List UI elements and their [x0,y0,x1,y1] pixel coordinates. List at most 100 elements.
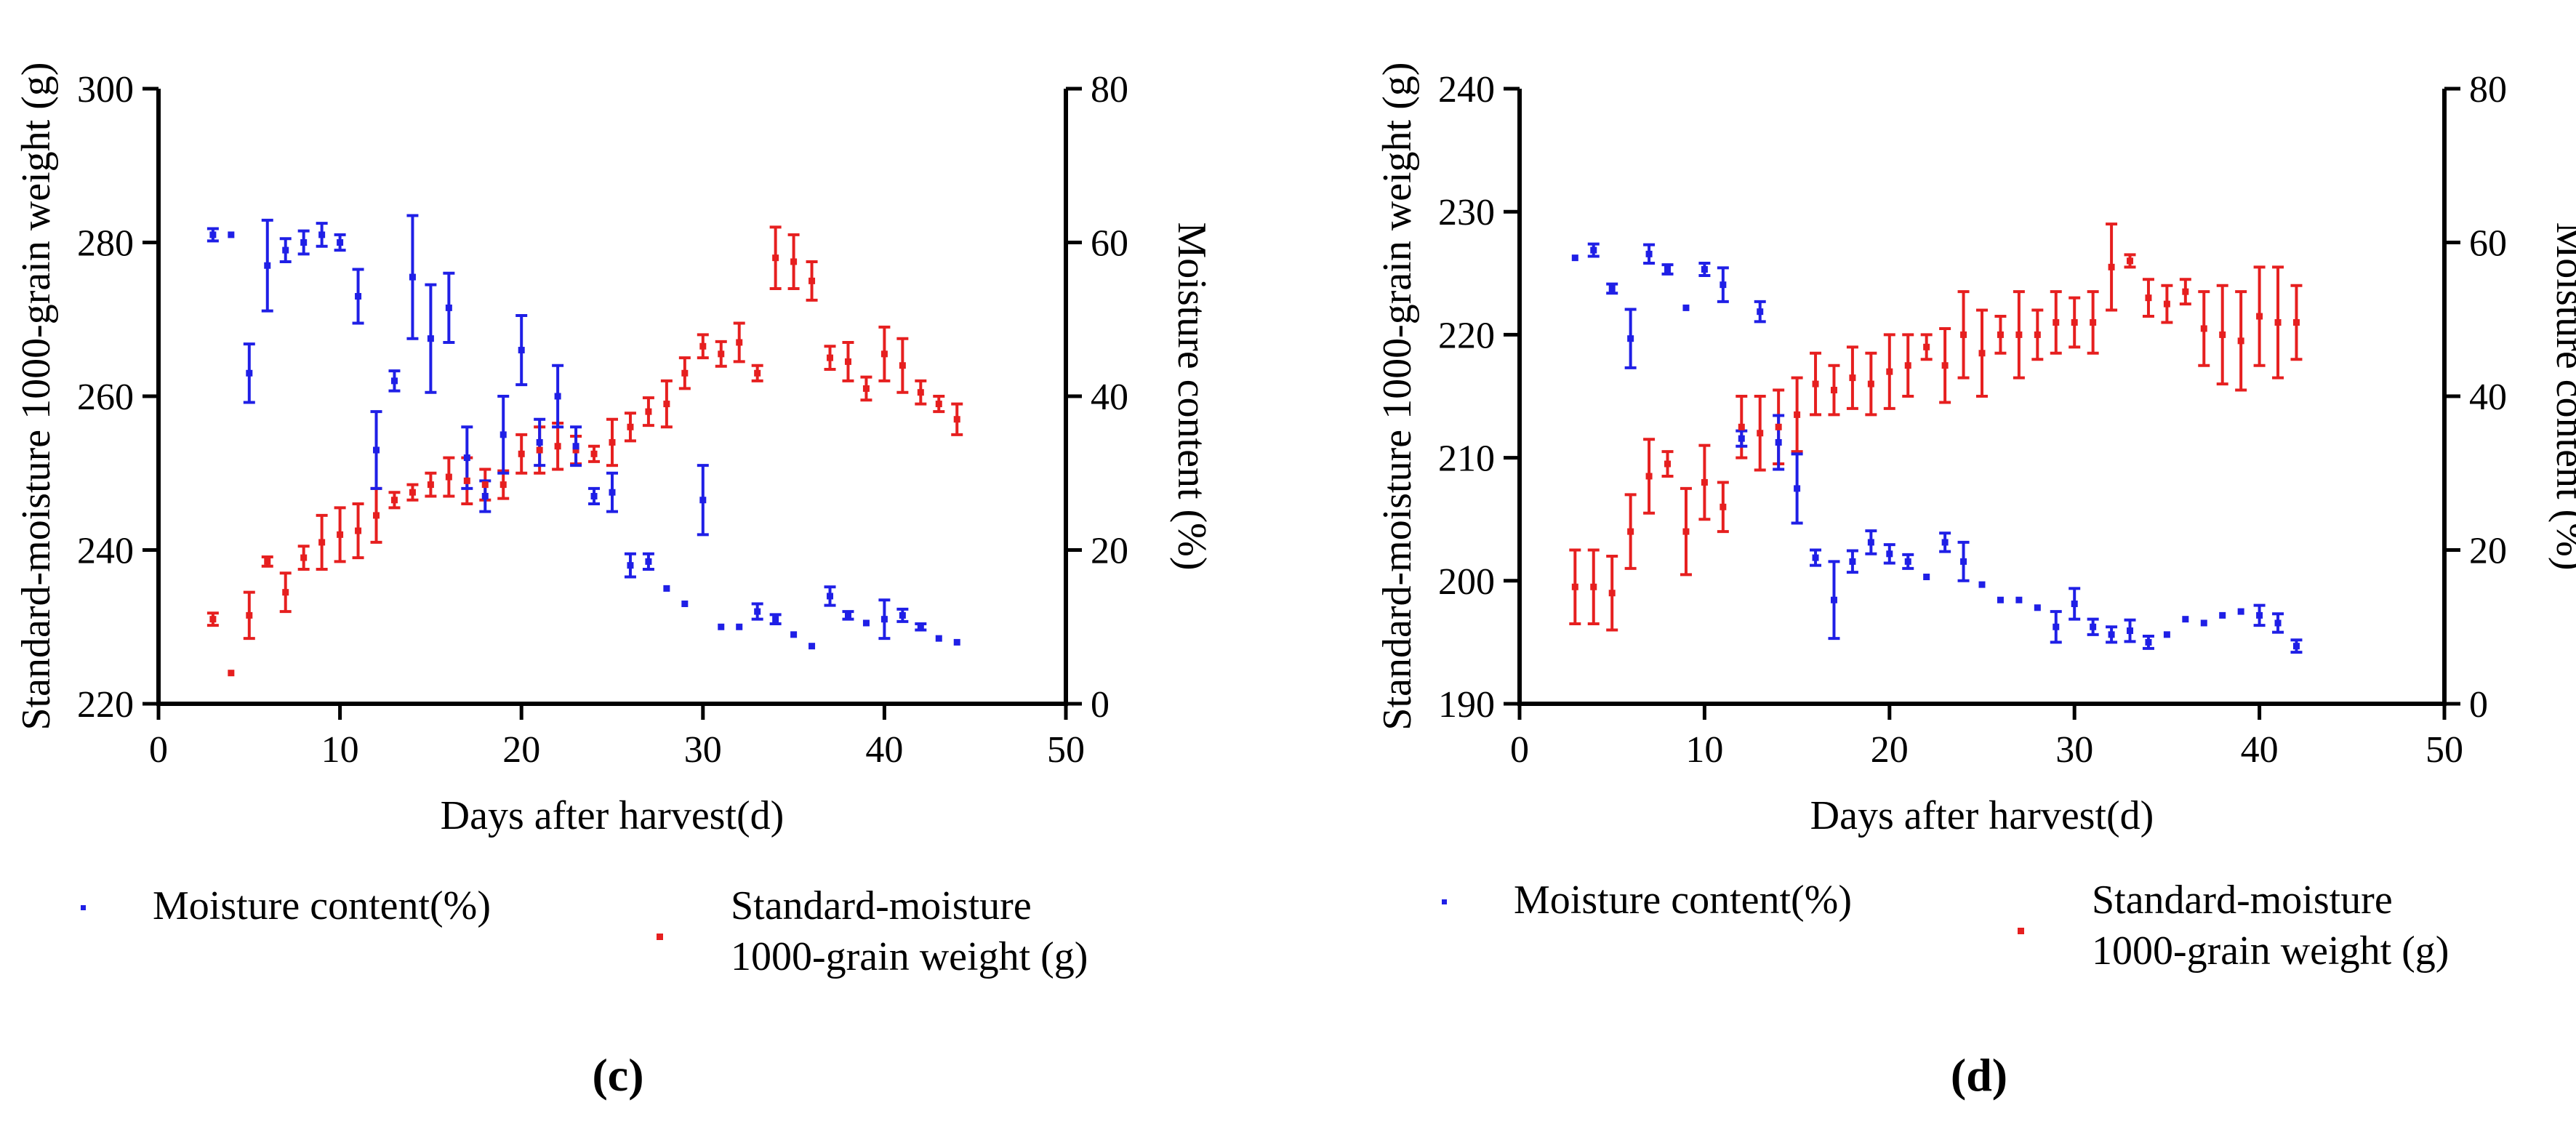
legend-moisture-marker [1442,899,1447,904]
weight-point [1682,528,1690,535]
weight-point [209,616,217,623]
moisture-point [2237,608,2244,615]
weight-point [481,481,489,489]
moisture-point [953,638,960,646]
weight-point [2182,288,2189,295]
legend-moisture-label: Moisture content(%) [153,883,491,928]
moisture-point [1627,335,1634,342]
panel-c: 0 10 20 30 40 50 220 240 260 280 300 0 20 40 60 80 Days… [14,62,1214,1101]
moisture-point [627,562,634,569]
weight-point [772,254,779,262]
weight-point [1794,411,1801,418]
y-axis-left-label: Standard-moisture 1000-grain weight (g) [14,62,59,730]
moisture-point [209,231,217,238]
weight-point [1757,430,1764,437]
moisture-point [499,431,507,438]
moisture-point [409,273,416,281]
weight-point [2256,313,2263,320]
tick-labels: 0 10 20 30 40 50 190 200 210 220 230 240 0 20 40 60 80 [1438,69,2507,771]
y-left-tick-label: 190 [1438,684,1495,726]
moisture-point [282,246,289,254]
x-tick-label: 0 [149,729,168,771]
x-axis-label: Days after harvest(d) [441,793,785,838]
x-tick-label: 10 [321,729,359,771]
moisture-point [1757,308,1764,316]
moisture-point [228,231,235,238]
moisture-point [2219,611,2226,619]
legend-weight-marker [2018,928,2024,934]
weight-point [754,369,761,377]
moisture-point [390,377,398,385]
y-right-tick-label: 80 [2469,69,2507,111]
legend-weight-marker [657,934,663,940]
weight-point [300,554,308,561]
axes-lines [1504,87,2460,720]
weight-point [427,481,434,489]
x-tick-label: 20 [502,729,540,771]
x-tick-label: 20 [1871,729,1909,771]
moisture-point [862,619,870,627]
axes-lines [143,87,1082,720]
weight-point [2145,294,2152,302]
moisture-point [481,492,489,499]
moisture-point [1664,266,1672,273]
moisture-point [2090,623,2097,630]
x-tick-label: 0 [1510,729,1529,771]
moisture-point [880,616,888,623]
weight-point [663,401,670,408]
moisture-point [2034,604,2041,611]
moisture-point [2015,596,2023,603]
weight-point [1830,387,1837,394]
weight-point [645,408,652,415]
weight-point [390,497,398,504]
legend-moisture-marker [81,905,86,910]
moisture-point [318,231,326,238]
moisture-point [2053,623,2060,630]
moisture-point [1571,254,1578,262]
moisture-point [827,593,834,600]
moisture-point [2292,643,2300,650]
moisture-point [645,558,652,565]
moisture-point [572,443,579,450]
moisture-point [899,611,906,619]
moisture-point [590,492,598,499]
weight-point [2163,300,2170,308]
x-tick-label: 30 [2055,729,2093,771]
moisture-point [1886,550,1893,558]
weight-point [228,670,235,677]
weight-point [2292,318,2300,326]
y-left-tick-label: 280 [77,223,134,265]
weight-point [1960,331,1967,338]
moisture-point [264,262,271,269]
moisture-point [772,616,779,623]
moisture-point [1849,558,1856,565]
moisture-point [445,304,452,311]
weight-point [880,350,888,358]
weight-point [1720,503,1727,510]
weight-point [1664,460,1672,467]
weight-point [1775,423,1782,430]
weight-point [2034,331,2041,338]
moisture-point [536,438,543,446]
weight-point [463,477,470,484]
weight-point [1904,362,1911,369]
moisture-point [373,446,380,454]
legend-weight-label-line2: 1000-grain weight (g) [2092,928,2449,974]
weight-point [536,446,543,454]
weight-point [681,369,689,377]
weight-point [264,558,271,565]
weight-point [2219,331,2226,338]
weight-point [2015,331,2023,338]
weight-point [1978,350,1986,357]
weight-point [2274,318,2282,326]
moisture-point [1812,554,1819,561]
y-axis-right-label: Moisture content (%) [2548,222,2576,571]
weight-point [499,481,507,489]
weight-point [1590,583,1597,590]
moisture-point [935,635,942,642]
weight-point [699,342,707,350]
weight-point [627,423,634,430]
y-left-tick-label: 200 [1438,561,1495,603]
moisture-point [1960,558,1967,565]
tick-labels: 0 10 20 30 40 50 220 240 260 280 300 0 20 40 60 80 [77,69,1128,771]
